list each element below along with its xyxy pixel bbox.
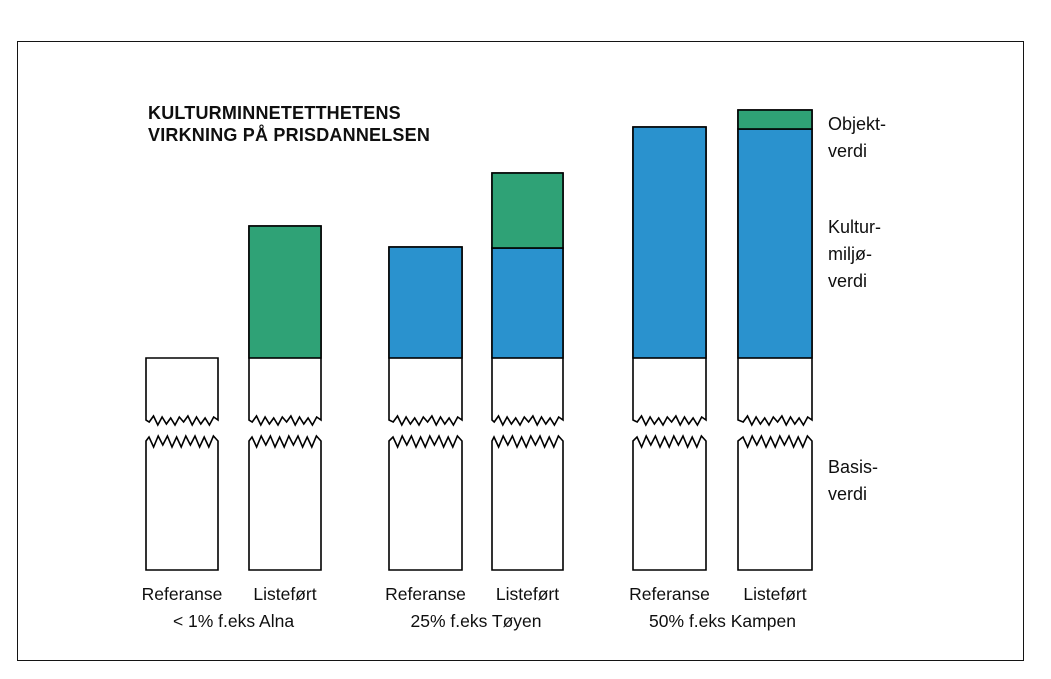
bar4-basisverdi-lower-segment xyxy=(632,434,707,571)
legend-basisverdi: Basis- verdi xyxy=(828,454,878,508)
legend-basisverdi-line1: Basis- xyxy=(828,457,879,477)
bar3-basisverdi-lower-segment xyxy=(491,434,564,571)
bar-label-listefort-alna: Listeført xyxy=(253,584,317,604)
legend-objektverdi-line1: Objekt- xyxy=(828,114,887,134)
bar3-objektverdi-segment xyxy=(491,172,564,249)
chart-title-line2: VIRKNING PÅ PRISDANNELSEN xyxy=(148,125,431,145)
legend-kulturmiljoverdi-line2: miljø- xyxy=(828,244,872,264)
bar2-basisverdi-lower-segment xyxy=(388,434,463,571)
legend-objektverdi: Objekt- verdi xyxy=(828,111,886,165)
bar-label-listefort-kampen: Listeført xyxy=(743,584,807,604)
bar0-basisverdi-lower-segment xyxy=(145,434,219,571)
chart-title-line1: KULTURMINNETETTHETENS xyxy=(148,103,401,123)
legend-kulturmiljoverdi-line1: Kultur- xyxy=(828,217,882,237)
legend-kulturmiljoverdi: Kultur- miljø- verdi xyxy=(828,214,881,295)
bar5-kulturmiljoverdi-segment xyxy=(737,128,813,359)
group-label-toyen: 25% f.eks Tøyen xyxy=(410,611,542,631)
bar-label-referanse-alna: Referanse xyxy=(141,584,223,604)
bar-label-referanse-kampen: Referanse xyxy=(629,584,710,604)
bar5-objektverdi-segment xyxy=(737,109,813,130)
bar-label-listefort-toyen: Listeført xyxy=(495,584,560,604)
bar-label-referanse-toyen: Referanse xyxy=(385,584,466,604)
group-label-alna: < 1% f.eks Alna xyxy=(172,611,295,631)
bar4-kulturmiljoverdi-segment xyxy=(632,126,707,359)
bar2-kulturmiljoverdi-segment xyxy=(388,246,463,359)
bar0-basisverdi-upper-segment xyxy=(145,357,219,427)
legend-objektverdi-line2: verdi xyxy=(828,141,868,161)
bar3-kulturmiljoverdi-segment xyxy=(491,247,564,359)
bar1-objektverdi-segment xyxy=(248,225,322,359)
legend-kulturmiljoverdi-line3: verdi xyxy=(828,271,868,291)
bar5-basisverdi-lower-segment xyxy=(737,434,813,571)
bar1-basisverdi-lower-segment xyxy=(248,434,322,571)
chart-title: KULTURMINNETETTHETENS VIRKNING PÅ PRISDA… xyxy=(148,102,430,146)
legend-basisverdi-line2: verdi xyxy=(828,484,868,504)
group-label-kampen: 50% f.eks Kampen xyxy=(649,611,796,631)
